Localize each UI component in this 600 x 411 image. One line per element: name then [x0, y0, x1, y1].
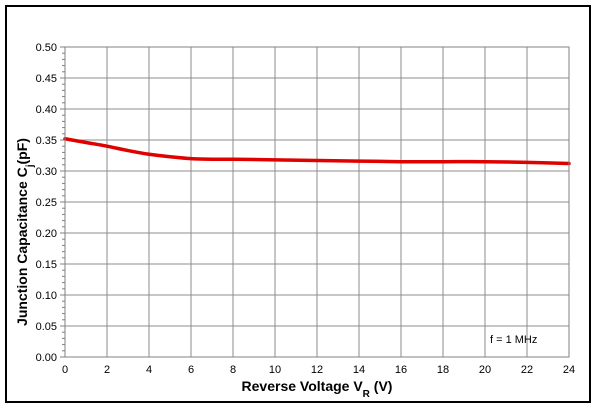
plot-area-border [64, 46, 570, 358]
x-tick-label: 12 [311, 364, 323, 376]
series-layer [63, 137, 571, 166]
x-tick-label: 16 [395, 364, 407, 376]
y-tick-label: 0.10 [36, 290, 57, 302]
y-tick-label: 0.45 [36, 73, 57, 85]
x-tick-label: 2 [104, 364, 110, 376]
y-tick-label: 0.35 [36, 135, 57, 147]
x-tick-label: 18 [437, 364, 449, 376]
frequency-annotation: f = 1 MHz [490, 334, 537, 346]
x-tick-label: 10 [269, 364, 281, 376]
y-tick-label: 0.40 [36, 104, 57, 116]
y-tick-label: 0.20 [36, 228, 57, 240]
y-axis-title-subscript: j [25, 164, 36, 168]
grid [60, 46, 570, 358]
x-axis-title-main: Reverse Voltage V [242, 378, 364, 394]
x-axis-title: Reverse Voltage VR (V) [242, 378, 393, 400]
y-tick-label: 0.15 [36, 259, 57, 271]
x-tick-label: 14 [353, 364, 365, 376]
y-tick-label: 0.25 [36, 197, 57, 209]
y-tick-labels: 0.00 0.05 0.10 0.15 0.20 0.25 0.30 0.35 0.40 0.45… [36, 42, 57, 364]
x-tick-labels: 0 2 4 6 8 10 12 14 16 18 20 22 24 [62, 364, 575, 376]
capacitance-curve [63, 137, 571, 166]
x-tick-label: 24 [563, 364, 575, 376]
chart-frame [5, 5, 591, 403]
y-axis-title-unit: (pF) [14, 138, 30, 164]
x-tick-label: 4 [146, 364, 152, 376]
x-tick-label: 22 [521, 364, 533, 376]
x-axis-title-subscript: R [363, 389, 371, 400]
x-tick-label: 20 [479, 364, 491, 376]
x-tick-label: 8 [230, 364, 236, 376]
y-tick-label: 0.50 [36, 42, 57, 54]
y-axis-title: Junction Capacitance Cj(pF) [14, 138, 36, 326]
y-tick-label: 0.00 [36, 352, 57, 364]
y-tick-label: 0.05 [36, 321, 57, 333]
y-tick-label: 0.30 [36, 166, 57, 178]
x-tick-label: 0 [62, 364, 68, 376]
y-axis-title-main: Junction Capacitance C [14, 167, 30, 326]
x-tick-label: 6 [188, 364, 194, 376]
x-axis-title-unit: (V) [370, 378, 393, 394]
